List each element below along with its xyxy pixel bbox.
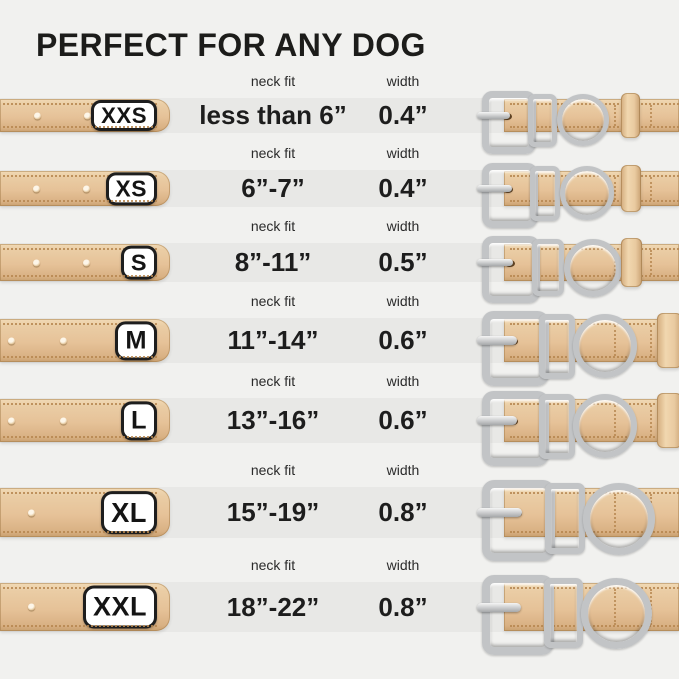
- leather-keeper-loop: [621, 93, 641, 138]
- size-tag: XXL: [82, 585, 157, 629]
- collar-hole: [84, 112, 91, 119]
- metal-keeper: [529, 166, 561, 221]
- stitch-line: [650, 405, 652, 436]
- buckle-prong: [477, 336, 518, 345]
- size-tag: M: [115, 320, 157, 361]
- metal-keeper: [538, 314, 576, 379]
- neck-fit-column-label: neck fit: [250, 73, 296, 89]
- buckle-frame: [482, 575, 554, 655]
- leather-keeper-loop: [621, 238, 643, 287]
- stitch-line: [650, 177, 652, 200]
- neck-fit-value: 6”-7”: [241, 173, 305, 203]
- width-value: 0.6”: [378, 325, 428, 355]
- stitch-line: [650, 105, 652, 126]
- neck-fit-value: 15”-19”: [226, 497, 320, 527]
- collar-hole: [83, 259, 90, 266]
- collar-strap-tail: M: [0, 319, 170, 362]
- width-value: 0.4”: [378, 100, 428, 130]
- buckle-frame: [482, 480, 556, 561]
- metal-keeper: [532, 239, 564, 296]
- leather-keeper-loop: [657, 313, 679, 368]
- buckle-prong: [477, 507, 522, 518]
- width-column-label: width: [386, 218, 420, 234]
- buckle-prong: [477, 602, 521, 612]
- size-tag: XL: [101, 490, 157, 535]
- metal-keeper: [538, 394, 576, 459]
- collar-hole: [33, 185, 40, 192]
- size-tag: XS: [105, 171, 157, 206]
- buckle-prong: [477, 258, 514, 267]
- collar-hole: [60, 337, 67, 344]
- neck-fit-value: 11”-14”: [227, 325, 319, 355]
- size-tag: S: [120, 245, 157, 280]
- collar-strap-tail: L: [0, 399, 170, 442]
- stitch-line: [614, 177, 616, 200]
- neck-fit-value: 13”-16”: [226, 405, 320, 435]
- buckle-frame: [482, 391, 549, 466]
- collar-hole: [33, 259, 40, 266]
- collar-strap-tail: XS: [0, 171, 170, 206]
- collar-hole: [28, 509, 35, 516]
- d-ring: [573, 314, 638, 378]
- d-ring: [581, 578, 652, 649]
- collar-hole: [8, 337, 15, 344]
- buckle-prong: [477, 184, 512, 193]
- width-column-label: width: [386, 73, 420, 89]
- width-column-label: width: [386, 293, 420, 309]
- collar-hole: [60, 417, 67, 424]
- neck-fit-column-label: neck fit: [250, 218, 296, 234]
- width-value: 0.4”: [378, 173, 428, 203]
- size-tag: XXS: [91, 99, 157, 132]
- stitch-line: [650, 325, 652, 356]
- collar-strap-tail: XXS: [0, 99, 170, 132]
- d-ring: [573, 394, 638, 458]
- page-title: PERFECT FOR ANY DOG: [36, 27, 426, 63]
- width-column-label: width: [386, 145, 420, 161]
- width-column-label: width: [386, 373, 420, 389]
- buckle-frame: [482, 311, 549, 386]
- neck-fit-value: 8”-11”: [234, 247, 312, 277]
- collar-hole: [34, 112, 41, 119]
- width-column-label: width: [386, 462, 420, 478]
- metal-keeper: [545, 483, 585, 554]
- width-value: 0.8”: [378, 497, 428, 527]
- neck-fit-column-label: neck fit: [250, 557, 296, 573]
- d-ring: [557, 94, 610, 146]
- width-value: 0.8”: [378, 592, 428, 622]
- neck-fit-value: 18”-22”: [226, 592, 320, 622]
- neck-fit-column-label: neck fit: [250, 145, 296, 161]
- collar-strap-tail: S: [0, 244, 170, 281]
- width-column-label: width: [386, 557, 420, 573]
- neck-fit-value: less than 6”: [199, 100, 347, 130]
- neck-fit-column-label: neck fit: [250, 373, 296, 389]
- buckle-prong: [477, 416, 518, 425]
- stitch-line: [614, 105, 616, 126]
- size-tag: L: [120, 400, 157, 441]
- metal-keeper: [527, 94, 558, 147]
- d-ring: [563, 239, 622, 297]
- stitch-line: [650, 250, 652, 275]
- collar-strap-tail: XXL: [0, 583, 170, 631]
- d-ring: [560, 166, 615, 220]
- leather-keeper-loop: [657, 393, 679, 448]
- collar-strap-tail: XL: [0, 488, 170, 537]
- neck-fit-column-label: neck fit: [250, 293, 296, 309]
- metal-keeper: [544, 578, 583, 648]
- neck-fit-column-label: neck fit: [250, 462, 296, 478]
- collar-hole: [28, 603, 35, 611]
- collar-hole: [8, 417, 15, 424]
- buckle-prong: [477, 111, 511, 120]
- d-ring: [582, 483, 655, 555]
- collar-hole: [83, 185, 90, 192]
- width-value: 0.5”: [378, 247, 428, 277]
- width-value: 0.6”: [378, 405, 428, 435]
- leather-keeper-loop: [621, 165, 642, 212]
